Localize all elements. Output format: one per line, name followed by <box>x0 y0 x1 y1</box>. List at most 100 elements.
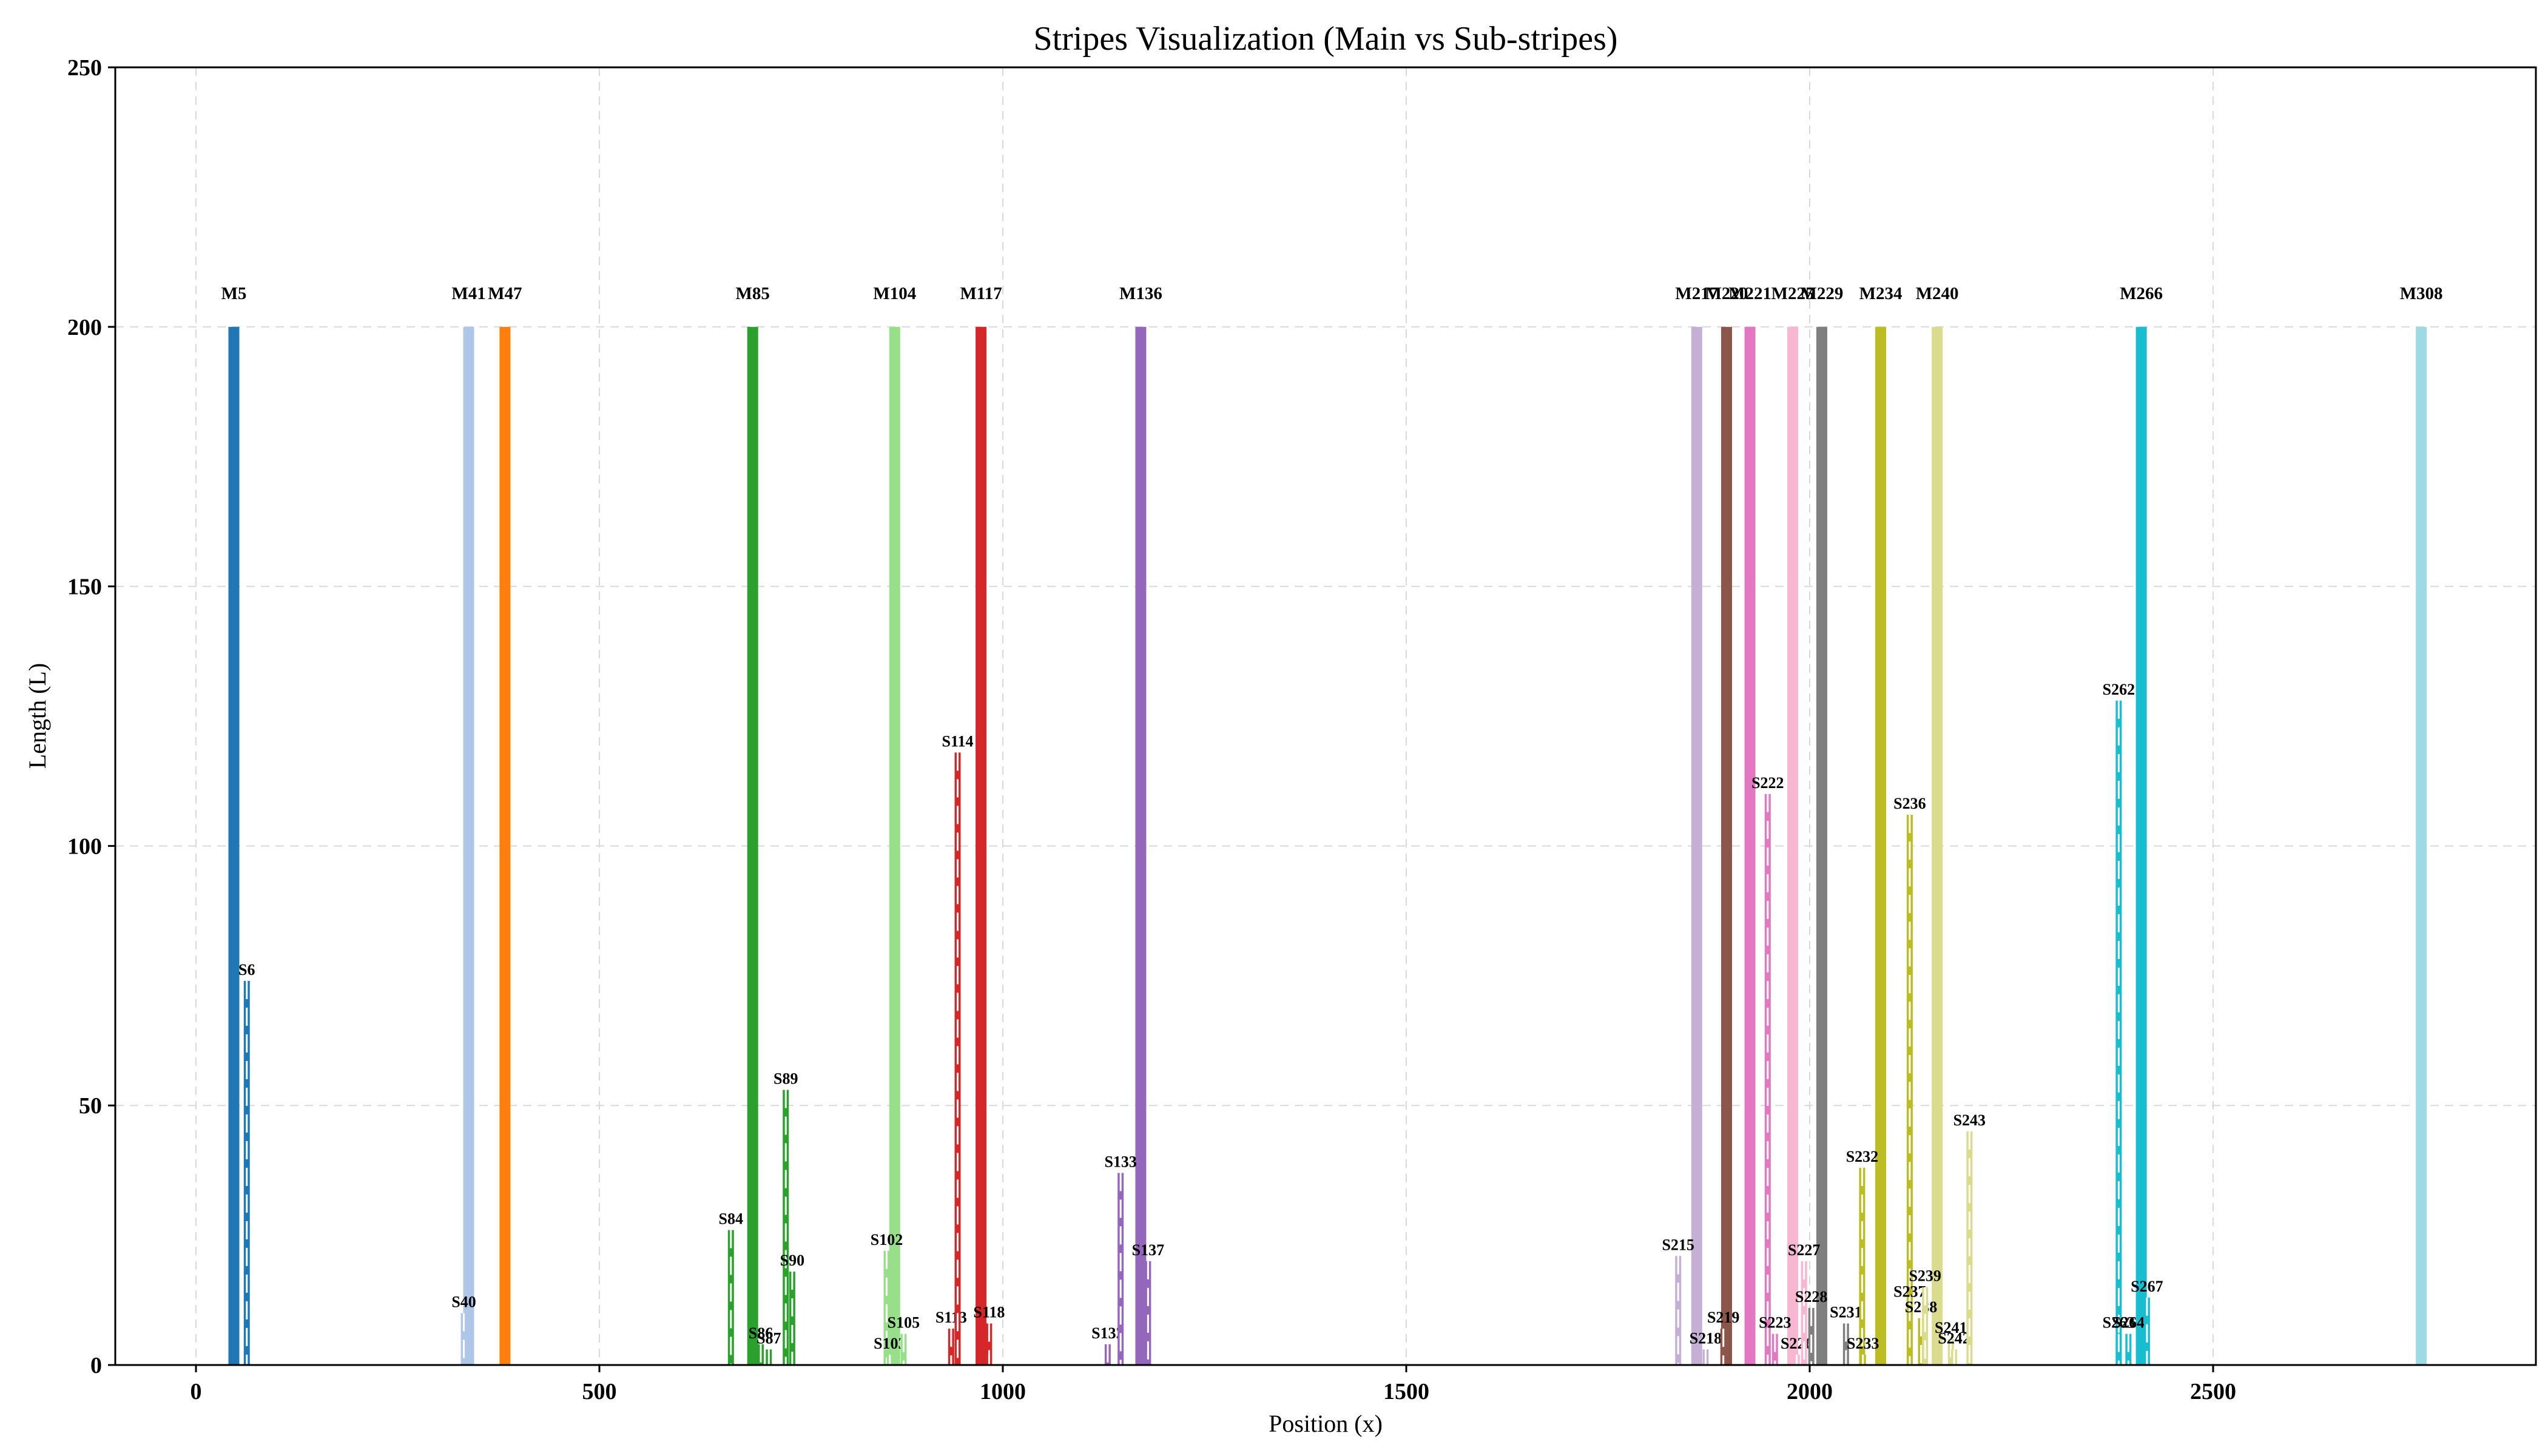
sub-stripe-label: S90 <box>780 1252 804 1269</box>
sub-stripe-label: S137 <box>1132 1241 1164 1259</box>
main-stripe-label: M240 <box>1916 284 1959 303</box>
main-stripe-label: M117 <box>960 284 1002 303</box>
x-tick-label: 0 <box>190 1379 202 1404</box>
main-stripe-label: M41 <box>451 284 485 303</box>
sub-stripe-label: S228 <box>1795 1288 1827 1306</box>
main-stripe-label: M47 <box>488 284 522 303</box>
sub-stripe-label: S237 <box>1893 1282 1926 1300</box>
sub-stripe-bar <box>986 1323 993 1365</box>
sub-stripe-bar <box>1764 794 1771 1365</box>
sub-stripe-label: S6 <box>238 961 255 979</box>
main-stripe-bar <box>2416 326 2427 1365</box>
sub-stripe-label: S223 <box>1759 1314 1791 1332</box>
sub-stripe-label: S263 <box>2103 1314 2135 1332</box>
main-stripe-bar <box>1135 326 1147 1365</box>
main-stripe-bar <box>1691 326 1702 1365</box>
sub-stripe-label: S133 <box>1104 1153 1136 1170</box>
x-axis-label: Position (x) <box>1269 1410 1383 1437</box>
x-tick-label: 1500 <box>1383 1379 1429 1404</box>
sub-stripe-label: S239 <box>1909 1267 1941 1285</box>
sub-stripe-bar <box>789 1271 795 1365</box>
main-stripe-bar <box>2135 326 2147 1365</box>
sub-stripe-label: S238 <box>1905 1298 1937 1316</box>
sub-stripe-label: S233 <box>1847 1335 1879 1352</box>
sub-stripe-label: S87 <box>757 1329 781 1347</box>
main-stripe-label: M266 <box>2120 284 2163 303</box>
y-tick-label: 150 <box>67 575 102 600</box>
sub-stripe-bar <box>460 1313 467 1365</box>
main-stripe-bar <box>747 326 758 1365</box>
sub-stripe-label: S113 <box>935 1309 967 1326</box>
main-stripe-label: M221 <box>1728 284 1771 303</box>
main-stripe-bar <box>228 326 240 1365</box>
main-stripe-bar <box>499 326 511 1365</box>
sub-stripe-label: S226 <box>1781 1335 1813 1352</box>
main-stripe-bar <box>1932 326 1943 1365</box>
sub-stripe-label: S215 <box>1662 1236 1694 1253</box>
sub-stripe-label: S227 <box>1788 1241 1820 1259</box>
chart-title: Stripes Visualization (Main vs Sub-strip… <box>1033 20 1617 58</box>
sub-stripe-label: S236 <box>1893 795 1926 812</box>
sub-stripe-label: S222 <box>1751 774 1784 792</box>
grid-lines <box>115 67 2536 1366</box>
x-tick-label: 500 <box>582 1379 617 1404</box>
sub-stripe-label: S218 <box>1690 1329 1722 1347</box>
sub-stripe-label: S40 <box>451 1293 476 1310</box>
sub-stripe-label: S231 <box>1830 1304 1862 1321</box>
sub-stripe-label: S242 <box>1938 1329 1970 1347</box>
y-tick-label: 50 <box>79 1093 102 1119</box>
y-axis-label: Length (L) <box>24 663 51 769</box>
main-stripe-label: M229 <box>1801 284 1844 303</box>
x-tick-label: 1000 <box>980 1379 1026 1404</box>
main-stripe-bar <box>889 326 900 1365</box>
main-stripe-label: M136 <box>1119 284 1162 303</box>
main-stripe-label: M220 <box>1705 284 1748 303</box>
main-stripe-bar <box>1816 326 1827 1365</box>
main-stripe-bar <box>1875 326 1887 1365</box>
y-tick-label: 100 <box>67 834 102 859</box>
main-stripe-label: M104 <box>873 284 916 303</box>
y-tick-label: 200 <box>67 315 102 340</box>
sub-stripe-label: S243 <box>1953 1111 1986 1129</box>
y-tick-label: 250 <box>67 55 102 81</box>
main-stripe-bar <box>1721 326 1733 1365</box>
sub-stripe-label: S84 <box>719 1210 743 1228</box>
x-tick-label: 2000 <box>1787 1379 1833 1404</box>
main-stripe-bar <box>976 326 987 1365</box>
y-tick-label: 0 <box>90 1353 102 1378</box>
x-tick-label: 2500 <box>2190 1379 2236 1404</box>
main-stripe-label: M308 <box>2400 284 2443 303</box>
sub-stripe-bar <box>1859 1167 1866 1365</box>
plot-frame <box>114 66 2537 1366</box>
sub-stripe-label: S89 <box>774 1070 798 1088</box>
sub-stripe-bar <box>1145 1261 1151 1365</box>
sub-stripe-label: S264 <box>2112 1314 2145 1332</box>
main-stripe-label: M225 <box>1771 284 1815 303</box>
main-stripe-label: M234 <box>1859 284 1903 303</box>
main-stripe-label: M85 <box>736 284 770 303</box>
main-stripe-bar <box>1744 326 1756 1365</box>
sub-stripe-label: S262 <box>2103 681 2135 698</box>
sub-stripe-label: S219 <box>1707 1309 1739 1326</box>
sub-stripe-label: S102 <box>871 1231 903 1249</box>
sub-stripe-bar <box>1801 1261 1807 1365</box>
sub-stripe-bar <box>1842 1323 1849 1365</box>
main-stripe-bar <box>463 326 474 1365</box>
sub-stripe-label: S114 <box>942 732 974 750</box>
sub-stripe-label: S86 <box>749 1324 773 1342</box>
sub-stripe-label: S118 <box>973 1304 1005 1321</box>
x-axis: 0 500 1000 1500 2000 2500 <box>190 1365 2236 1404</box>
main-stripe-bar <box>1787 326 1799 1365</box>
sub-stripe-bar <box>1918 1318 1924 1365</box>
sub-stripe-label: S105 <box>888 1314 920 1332</box>
sub-stripe-label: S232 <box>1846 1148 1878 1165</box>
y-axis: 0 50 100 150 200 250 <box>67 55 115 1378</box>
main-stripe-label: M217 <box>1675 284 1718 303</box>
sub-stripe-label: S241 <box>1935 1319 1967 1336</box>
main-stripe-label: M5 <box>221 284 247 303</box>
sub-stripe-label: S267 <box>2131 1278 2163 1295</box>
